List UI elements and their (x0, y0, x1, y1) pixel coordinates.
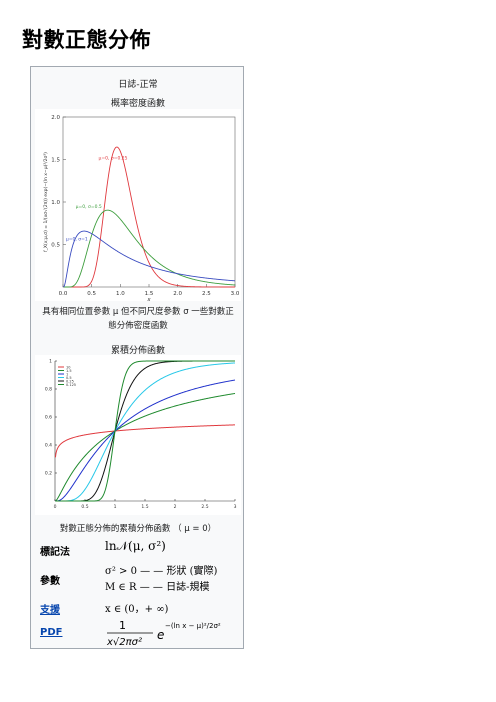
cdf-x-tick-label: 2.5 (201, 504, 208, 510)
pdf-chart: 0.0 0.5 1.0 1.5 2.0 2.5 3.0 0.5 1.0 1.5 2.0 x f_X(x;… (35, 109, 241, 303)
formula-numerator: 1 (119, 619, 126, 632)
pdf-x-tick-label: 1.5 (145, 291, 154, 297)
pdf-y-tick-label: 1.5 (51, 158, 60, 164)
pdf-x-tick-label: 2.5 (202, 291, 211, 297)
pdf-x-tick-label: 3.0 (231, 291, 240, 297)
support-value: x ∈ (0，+ ∞) (105, 604, 169, 615)
cdf-series-line (55, 379, 236, 502)
cdf-caption: 對數正態分佈的累積分佈函數 （ μ = 0） (59, 524, 217, 534)
infobox-heading: 日誌-正常 (118, 80, 158, 90)
pdf-series-line (63, 230, 236, 288)
cdf-x-tick-label: 2 (174, 504, 177, 510)
cdf-y-tick-label: 0.6 (45, 415, 52, 421)
pdf-x-axis-label: x (146, 297, 151, 301)
cdf-y-tick-label: 0.2 (45, 471, 52, 477)
parameter-scale: M ∈ R — — 日誌-規模 (105, 582, 210, 593)
cdf-x-tick-label: 0.5 (81, 504, 88, 510)
notation-label: 標記法 (40, 547, 70, 558)
cdf-x-tick-label: 0 (54, 504, 57, 510)
pdf-x-tick-label: 2.0 (173, 291, 182, 297)
cdf-chart-svg: 0 0.5 1 1.5 2 2.5 30.20.40.60.81101.510.50.250… (45, 359, 237, 511)
cdf-y-tick-label: 0.8 (45, 387, 52, 393)
cdf-y-tick-label: 1 (49, 359, 52, 365)
pdf-x-tick-label: 1.0 (116, 291, 125, 297)
pdf-y-tick-label: 0.5 (51, 243, 60, 249)
pdf-chart-svg: 0.0 0.5 1.0 1.5 2.0 2.5 3.0 0.5 1.0 1.5 2.0 x f_X(x;… (43, 115, 240, 303)
formula-exponent: −(ln x − μ)²/2σ² (165, 622, 221, 630)
pdf-y-axis-label: f_X(x;μ,σ) = 1/(xσ√(2π)) exp(−(ln x−μ)²/… (43, 152, 49, 252)
cdf-legend-label: 1 (66, 372, 68, 376)
pdf-series-line (63, 209, 236, 288)
cdf-series-line (55, 362, 236, 502)
cdf-series-line (55, 360, 235, 502)
pdf-plot-frame (62, 116, 236, 288)
cdf-chart: 0 0.5 1 1.5 2 2.5 3 0.2 0.4 0.6 0.8 1 10 1.5 1 0.5 0.25 0… (35, 355, 241, 515)
formula-denominator: x√2πσ² (106, 637, 142, 648)
support-link[interactable]: 支援 (40, 605, 60, 616)
cdf-heading: 累積分佈函數 (110, 346, 165, 356)
cdf-legend-label: 0.25 (66, 379, 74, 383)
cdf-y-tick-label: 0.4 (45, 443, 52, 449)
cdf-series-line (55, 392, 236, 502)
cdf-x-tick-label: 1 (114, 504, 117, 510)
cdf-x-tick-label: 3 (234, 504, 237, 510)
pdf-caption: 具有相同位置參數 μ 但不同尺度參數 σ 一些對數正態分佈密度函數 (42, 307, 234, 331)
pdf-series-label: μ=0, σ=0.5 (76, 204, 102, 210)
cdf-legend-label: 0.125 (66, 383, 76, 387)
page-title: 對數正態分佈 (22, 28, 151, 52)
pdf-series-line (63, 146, 235, 288)
notation-value: ln𝒩(μ, σ²) (105, 539, 166, 553)
parameters-label: 參數 (40, 576, 60, 587)
cdf-legend-label: 10 (66, 365, 70, 369)
cdf-legend-label: 0.5 (66, 376, 72, 380)
cdf-series-line (54, 424, 236, 458)
pdf-series-label: μ=0, σ=0.25 (99, 156, 128, 162)
pdf-formula-svg: 1 x√2πσ² e −(ln x − μ)²/2σ² (106, 619, 221, 648)
parameter-shape: σ² > 0 — — 形狀 (實際) (105, 566, 218, 577)
cdf-x-tick-label: 1.5 (141, 504, 148, 510)
pdf-heading: 概率密度函數 (110, 99, 165, 109)
pdf-link[interactable]: PDF (40, 627, 63, 638)
pdf-x-tick-label: 0.5 (87, 291, 96, 297)
pdf-formula: 1 x√2πσ² e −(ln x − μ)²/2σ² (105, 619, 233, 652)
formula-exp: e (157, 628, 164, 642)
pdf-y-tick-label: 1.0 (51, 200, 60, 206)
pdf-series-label: μ=0, σ=1 (66, 236, 88, 242)
infobox: 日誌-正常 概率密度函數 0.0 0.5 1.0 1.5 2.0 2.5 3.0 0.5 1.0… (30, 66, 244, 649)
cdf-legend-label: 1.5 (66, 369, 72, 373)
pdf-x-tick-label: 0.0 (59, 291, 68, 297)
cdf-series-line (55, 360, 235, 502)
pdf-y-tick-label: 2.0 (51, 115, 60, 121)
